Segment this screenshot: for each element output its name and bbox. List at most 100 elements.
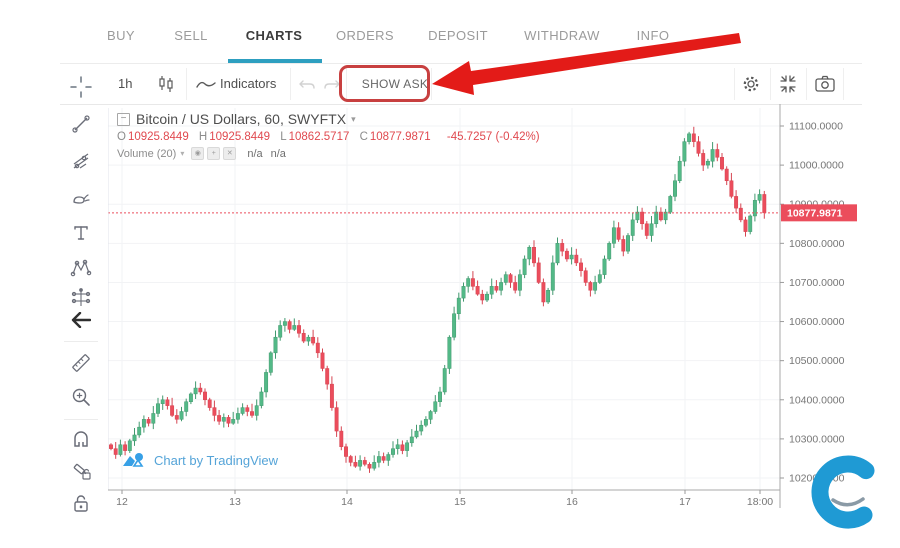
price-tick-label[interactable]: 10600.0000	[789, 316, 845, 328]
indicators-wave-icon[interactable]	[196, 79, 216, 90]
eye-icon[interactable]: ◉	[191, 147, 205, 160]
symbol-title[interactable]: Bitcoin / US Dollars, 60, SWYFTX	[136, 111, 347, 127]
close-icon[interactable]: ✕	[223, 147, 237, 160]
candle-body	[146, 419, 151, 424]
redo-arrow-icon[interactable]	[323, 78, 340, 92]
candle-body	[320, 352, 325, 369]
candle-body	[513, 282, 518, 291]
candle-body	[344, 446, 348, 457]
candle-body	[616, 227, 621, 240]
price-tick-label[interactable]: 10700.0000	[789, 277, 845, 289]
tradingview-attribution[interactable]: Chart by TradingView	[122, 452, 278, 468]
magnet-icon[interactable]	[66, 425, 96, 455]
candles-icon[interactable]	[157, 75, 175, 93]
time-tick-label[interactable]: 15	[454, 496, 466, 508]
candle-body	[160, 399, 165, 404]
price-tick-label[interactable]: 10800.0000	[789, 238, 845, 250]
candle-body	[626, 235, 630, 252]
candle-body	[654, 211, 659, 225]
candle-body	[221, 417, 226, 422]
fullscreen-icon[interactable]	[779, 75, 797, 93]
indicators-button[interactable]: Indicators	[220, 76, 277, 91]
sidebar-divider	[64, 419, 98, 420]
lock-all-icon[interactable]	[66, 488, 96, 518]
price-tick-label[interactable]: 10300.0000	[789, 433, 845, 445]
nav-tab-charts[interactable]: CHARTS	[245, 28, 303, 43]
nav-tab-buy[interactable]: BUY	[107, 28, 135, 43]
candle-body	[480, 293, 485, 301]
time-tick-label[interactable]: 16	[566, 496, 578, 508]
candle-body	[250, 411, 254, 416]
chevron-down-icon[interactable]: ▾	[351, 113, 356, 124]
time-tick-label[interactable]: 18:00	[747, 496, 773, 508]
candle-body	[442, 368, 447, 393]
time-tick-label[interactable]: 13	[229, 496, 241, 508]
drawing-lock-icon[interactable]	[66, 456, 96, 486]
candle-body	[536, 262, 541, 283]
candle-body	[658, 211, 663, 221]
toolbar-separator	[346, 68, 347, 100]
nav-tab-info[interactable]: INFO	[636, 28, 670, 43]
candle-body	[682, 141, 687, 162]
toolbar-separator	[186, 68, 187, 100]
candle-body	[611, 227, 616, 244]
price-tick-label[interactable]: 11100.0000	[789, 121, 843, 133]
candle-body	[240, 407, 245, 414]
camera-icon[interactable]	[815, 75, 835, 92]
candle-body	[532, 246, 536, 264]
brush-icon[interactable]	[66, 183, 96, 213]
candle-body	[574, 254, 579, 264]
attribution-label[interactable]: Chart by TradingView	[154, 452, 279, 468]
nav-tab-orders[interactable]: ORDERS	[335, 28, 395, 43]
candle-body	[217, 415, 222, 422]
undo-arrow-icon[interactable]	[299, 78, 316, 92]
symbol-title-row[interactable]: − Bitcoin / US Dollars, 60, SWYFTX ▾	[117, 111, 540, 127]
text-tool-icon[interactable]	[66, 218, 96, 248]
nav-tab-deposit[interactable]: DEPOSIT	[428, 28, 488, 43]
nav-tab-sell[interactable]: SELL	[174, 28, 208, 43]
ruler-icon[interactable]	[66, 348, 96, 378]
price-tick-label[interactable]: 10500.0000	[789, 355, 845, 367]
candle-body	[259, 391, 264, 406]
time-tick-label[interactable]: 17	[679, 496, 691, 508]
candle-body	[621, 239, 626, 252]
candle-body	[287, 321, 292, 330]
nav-tab-withdraw[interactable]: WITHDRAW	[524, 28, 600, 43]
hide-panel-arrow-icon[interactable]	[66, 305, 96, 335]
crosshair-icon[interactable]	[66, 72, 96, 102]
gann-fibonacci-icon[interactable]	[66, 146, 96, 176]
candle-body	[555, 243, 560, 264]
zoom-in-icon[interactable]	[66, 382, 96, 412]
candle-body	[527, 246, 532, 260]
trend-line-icon[interactable]	[66, 109, 96, 139]
xabcd-pattern-icon[interactable]	[66, 253, 96, 283]
candle-body	[677, 160, 682, 182]
candle-body	[470, 278, 475, 287]
time-tick-label[interactable]: 14	[341, 496, 353, 508]
candle-body	[391, 448, 395, 455]
candle-body	[456, 297, 461, 314]
price-tick-label[interactable]: 11000.0000	[789, 160, 844, 172]
active-tab-underline	[228, 59, 322, 63]
price-tick-label[interactable]: 10400.0000	[789, 394, 845, 406]
candle-body	[433, 401, 438, 412]
price-chart[interactable]: 11100.000011000.000010900.000010800.0000…	[108, 104, 860, 524]
candle-body	[245, 407, 250, 412]
candle-body	[499, 282, 504, 291]
candle-body	[597, 274, 602, 283]
forecast-icon[interactable]	[66, 283, 96, 313]
collapse-legend-icon[interactable]: −	[117, 112, 130, 126]
candle-body	[419, 424, 424, 432]
candle-body	[494, 286, 499, 291]
candle-body	[174, 415, 179, 420]
gear-icon[interactable]	[742, 75, 760, 93]
chevron-down-icon[interactable]: ▾	[180, 149, 185, 158]
volume-label[interactable]: Volume (20)	[117, 147, 177, 160]
chat-widget-button[interactable]	[800, 450, 900, 540]
time-tick-label[interactable]: 12	[116, 496, 128, 508]
show-ask-button[interactable]: SHOW ASK	[361, 77, 429, 91]
candle-body	[517, 274, 522, 291]
interval-button[interactable]: 1h	[118, 76, 133, 91]
candle-body	[438, 391, 442, 402]
settings-icon[interactable]: +	[207, 147, 221, 160]
